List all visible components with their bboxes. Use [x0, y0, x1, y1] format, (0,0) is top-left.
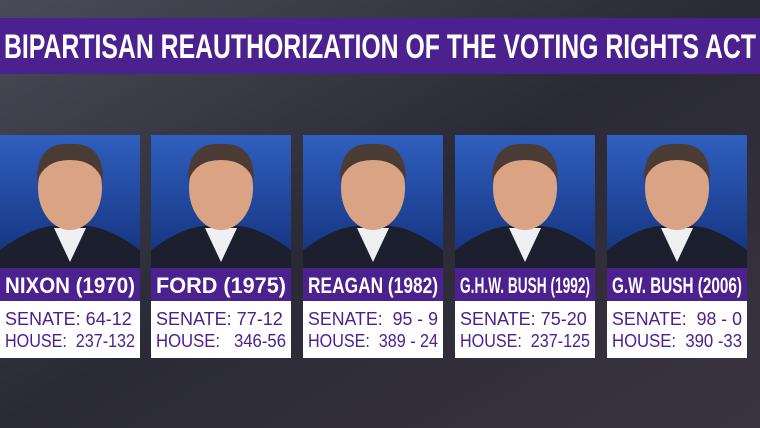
senate-vote: SENATE: 98 - 0 [612, 309, 742, 329]
shirt [357, 228, 389, 262]
vote-box [303, 301, 443, 358]
hair [339, 143, 407, 182]
name-bar [0, 268, 140, 301]
face [493, 146, 557, 230]
hair [491, 143, 559, 182]
hair [643, 143, 711, 182]
name: FORD (1975) [156, 273, 286, 298]
hair [187, 143, 255, 182]
senate-vote: SENATE: 95 - 9 [308, 309, 438, 329]
name: REAGAN (1982) [308, 273, 438, 298]
senate-vote: SENATE: 75-20 [460, 309, 587, 329]
face [38, 146, 102, 230]
name: NIXON (1970) [5, 273, 135, 298]
shirt [509, 228, 541, 262]
face [189, 146, 253, 230]
vote-box [0, 301, 140, 358]
senate-vote: SENATE: 64-12 [5, 309, 132, 329]
shirt [205, 228, 237, 262]
title-bar [0, 18, 760, 74]
house-vote: HOUSE: 389 - 24 [308, 331, 438, 351]
face [341, 146, 405, 230]
name-bar [151, 268, 291, 301]
name-bar [455, 268, 595, 301]
vote-box [151, 301, 291, 358]
shirt [661, 228, 693, 262]
senate-vote: SENATE: 77-12 [156, 309, 283, 329]
name: G.H.W. BUSH (1992) [460, 273, 590, 298]
house-vote: HOUSE: 346-56 [156, 331, 286, 351]
shirt [54, 228, 86, 262]
vote-box [607, 301, 747, 358]
house-vote: HOUSE: 237-125 [460, 331, 590, 351]
house-vote: HOUSE: 390 -33 [612, 331, 742, 351]
house-vote: HOUSE: 237-132 [5, 331, 135, 351]
title: BIPARTISAN REAUTHORIZATION OF THE VOTING… [4, 28, 756, 66]
name: G.W. BUSH (2006) [612, 273, 742, 298]
hair [36, 143, 104, 182]
face [645, 146, 709, 230]
vote-box [455, 301, 595, 358]
name-bar [607, 268, 747, 301]
name-bar [303, 268, 443, 301]
